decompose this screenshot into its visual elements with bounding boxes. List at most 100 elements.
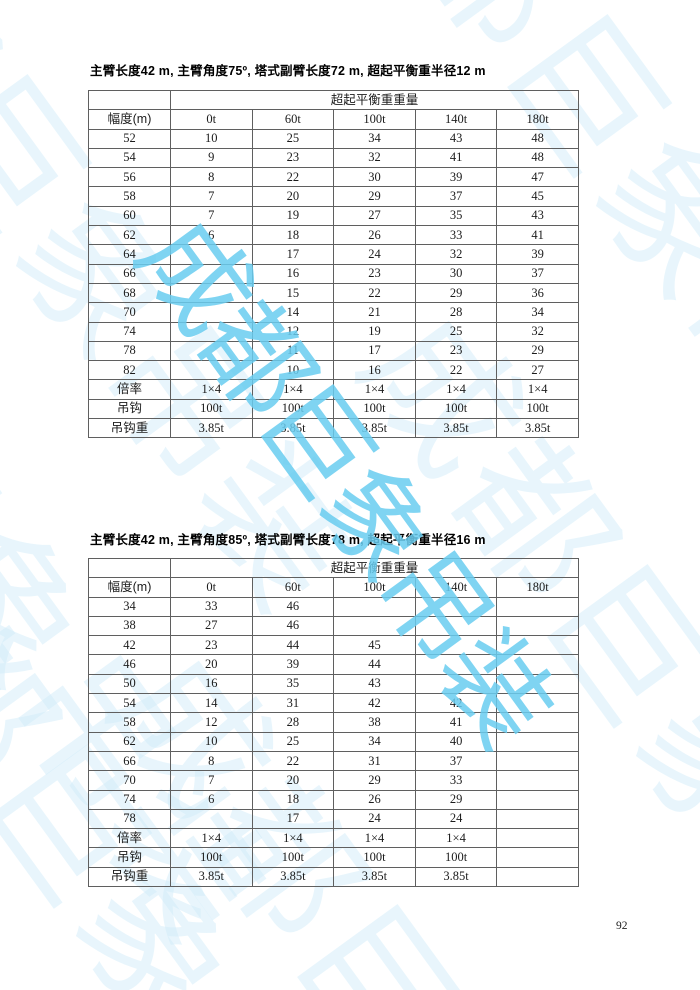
load-value-cell: 21 [333, 302, 416, 323]
row-label: 62 [88, 731, 171, 752]
table-row: 54 9 23 32 41 48 [88, 147, 579, 169]
load-value-cell: 23 [333, 263, 416, 284]
load-value-cell: 1×4 [170, 379, 253, 400]
load-value-cell: 1×4 [333, 379, 416, 400]
table-1-title: 主臂长度42 m, 主臂角度75º, 塔式副臂长度72 m, 超起平衡重半径12… [90, 64, 486, 78]
row-label: 66 [88, 263, 171, 284]
load-value-cell: 100t [333, 398, 416, 420]
load-value-cell [414, 654, 498, 675]
load-value-cell: 7 [170, 770, 253, 791]
load-value-cell: 100t [251, 398, 335, 420]
load-value-cell [333, 596, 416, 617]
table-row: 吊钩重 3.85t 3.85t 3.85t 3.85t [88, 866, 579, 888]
table-2-title: 主臂长度42 m, 主臂角度85º, 塔式副臂长度78 m, 超起平衡重半径16… [90, 533, 486, 547]
row-label: 吊钩重 [88, 866, 171, 888]
row-label: 38 [88, 615, 171, 637]
column-group-header: 超起平衡重重量 [170, 89, 579, 111]
table-row: 62 10 25 34 40 [88, 731, 579, 752]
table-row: 70 7 20 29 33 [88, 770, 579, 791]
table-row: 倍率 1×4 1×4 1×4 1×4 [88, 828, 579, 849]
row-label: 34 [88, 596, 171, 617]
row-label: 46 [88, 654, 171, 675]
row-label: 56 [88, 167, 171, 188]
column-header: 100t [333, 577, 416, 598]
load-value-cell [414, 596, 498, 617]
load-value-cell: 3.85t [170, 866, 253, 888]
row-label: 54 [88, 147, 171, 169]
table-row: 倍率 1×4 1×4 1×4 1×4 1×4 [88, 379, 579, 400]
load-value-cell: 25 [414, 321, 498, 342]
load-value-cell: 10 [251, 360, 335, 381]
row-label: 74 [88, 789, 171, 810]
load-value-cell [170, 282, 253, 304]
load-chart-table-2: 超起平衡重重量 幅度(m) 0t 60t 100t 140t 180t 34 33… [88, 557, 579, 888]
table-row: 82 10 16 22 27 [88, 360, 579, 381]
table-row: 50 16 35 43 [88, 673, 579, 695]
row-label: 68 [88, 282, 171, 304]
group-header-row: 超起平衡重重量 [88, 89, 579, 111]
load-value-cell: 27 [170, 615, 253, 637]
load-value-cell: 39 [251, 654, 335, 675]
load-value-cell [496, 596, 579, 617]
table-row: 64 17 24 32 39 [88, 244, 579, 265]
load-value-cell: 42 [333, 693, 416, 714]
load-value-cell: 1×4 [251, 828, 335, 849]
load-value-cell [496, 731, 579, 752]
table-row: 66 16 23 30 37 [88, 263, 579, 284]
load-value-cell: 22 [414, 360, 498, 381]
load-value-cell: 8 [170, 167, 253, 188]
load-value-cell: 31 [251, 693, 335, 714]
load-value-cell: 45 [333, 635, 416, 656]
load-value-cell: 3.85t [414, 418, 498, 439]
load-value-cell: 17 [251, 244, 335, 265]
load-value-cell: 1×4 [496, 379, 579, 400]
load-value-cell: 32 [333, 147, 416, 169]
load-value-cell: 47 [496, 167, 579, 188]
row-label: 62 [88, 225, 171, 246]
table-row: 吊钩 100t 100t 100t 100t [88, 847, 579, 868]
load-value-cell: 37 [496, 263, 579, 284]
load-value-cell: 44 [251, 635, 335, 656]
load-value-cell: 14 [170, 693, 253, 714]
load-value-cell: 17 [251, 808, 335, 830]
load-value-cell [496, 770, 579, 791]
load-value-cell: 19 [333, 321, 416, 342]
load-value-cell: 30 [414, 263, 498, 284]
load-value-cell [496, 673, 579, 695]
load-value-cell: 18 [251, 225, 335, 246]
load-value-cell: 32 [496, 321, 579, 342]
table-row: 78 11 17 23 29 [88, 340, 579, 362]
load-value-cell: 37 [414, 186, 498, 207]
load-value-cell: 22 [251, 167, 335, 188]
table-row: 74 6 18 26 29 [88, 789, 579, 810]
load-value-cell: 48 [496, 128, 579, 149]
table-row: 70 14 21 28 34 [88, 302, 579, 323]
row-label: 70 [88, 770, 171, 791]
row-label: 60 [88, 205, 171, 227]
load-value-cell: 29 [414, 789, 498, 810]
row-label: 倍率 [88, 828, 171, 849]
load-value-cell: 1×4 [333, 828, 416, 849]
load-value-cell: 40 [414, 731, 498, 752]
column-header: 180t [496, 577, 579, 598]
load-value-cell: 17 [333, 340, 416, 362]
load-chart-table-1: 超起平衡重重量 幅度(m) 0t 60t 100t 140t 180t 52 10… [88, 89, 579, 439]
load-value-cell: 25 [251, 731, 335, 752]
load-value-cell: 10 [170, 128, 253, 149]
load-value-cell: 1×4 [170, 828, 253, 849]
load-value-cell: 6 [170, 225, 253, 246]
load-value-cell [170, 360, 253, 381]
load-value-cell: 46 [251, 615, 335, 637]
load-value-cell [170, 340, 253, 362]
load-value-cell: 25 [251, 128, 335, 149]
load-value-cell [170, 244, 253, 265]
load-value-cell: 3.85t [333, 418, 416, 439]
load-value-cell: 16 [333, 360, 416, 381]
load-value-cell: 3.85t [170, 418, 253, 439]
load-value-cell: 14 [251, 302, 335, 323]
load-value-cell: 1×4 [414, 379, 498, 400]
load-value-cell: 33 [170, 596, 253, 617]
table-row: 74 12 19 25 32 [88, 321, 579, 342]
load-value-cell: 23 [414, 340, 498, 362]
load-value-cell: 16 [170, 673, 253, 695]
